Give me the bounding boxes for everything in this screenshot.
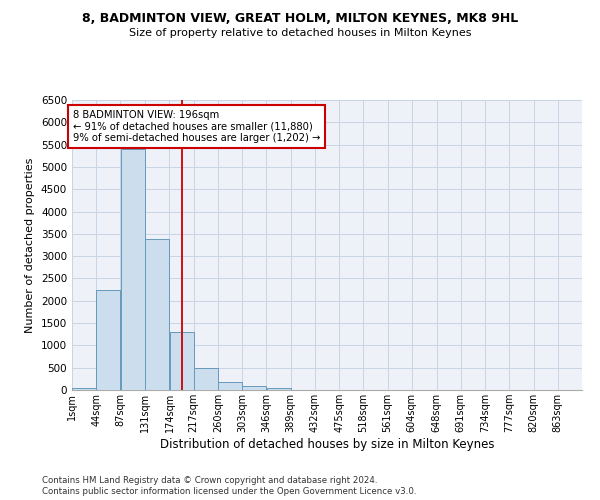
Bar — [121, 149, 145, 390]
Text: 8, BADMINTON VIEW, GREAT HOLM, MILTON KEYNES, MK8 9HL: 8, BADMINTON VIEW, GREAT HOLM, MILTON KE… — [82, 12, 518, 26]
Y-axis label: Number of detached properties: Number of detached properties — [25, 158, 35, 332]
Bar — [242, 386, 266, 390]
Bar — [194, 368, 218, 390]
Text: Size of property relative to detached houses in Milton Keynes: Size of property relative to detached ho… — [129, 28, 471, 38]
Bar — [145, 239, 169, 390]
Bar — [170, 332, 194, 390]
Bar — [266, 388, 290, 390]
Text: 8 BADMINTON VIEW: 196sqm
← 91% of detached houses are smaller (11,880)
9% of sem: 8 BADMINTON VIEW: 196sqm ← 91% of detach… — [73, 110, 320, 143]
Bar — [97, 290, 121, 390]
Bar — [72, 388, 96, 390]
Text: Contains public sector information licensed under the Open Government Licence v3: Contains public sector information licen… — [42, 488, 416, 496]
Bar — [218, 382, 242, 390]
Text: Contains HM Land Registry data © Crown copyright and database right 2024.: Contains HM Land Registry data © Crown c… — [42, 476, 377, 485]
X-axis label: Distribution of detached houses by size in Milton Keynes: Distribution of detached houses by size … — [160, 438, 494, 451]
